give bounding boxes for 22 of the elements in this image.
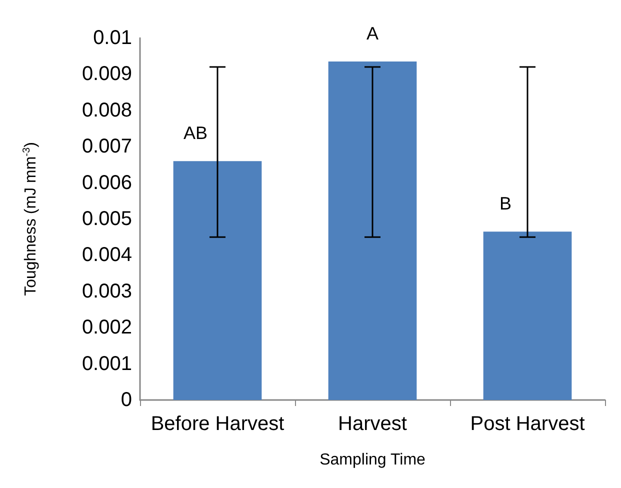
y-tick-label: 0.009: [82, 63, 132, 86]
y-tick-label: 0.01: [93, 27, 132, 49]
y-tick-label: 0.007: [82, 136, 132, 158]
x-tick-label: Post Harvest: [470, 413, 586, 435]
y-tick-label: 0: [120, 389, 132, 411]
y-tick-label: 0.006: [82, 172, 132, 194]
x-axis-title: Sampling Time: [320, 452, 426, 468]
annotation: B: [499, 194, 512, 214]
bar: [483, 232, 572, 400]
y-tick-label: 0.005: [82, 208, 132, 230]
x-tick-label: Harvest: [338, 413, 408, 435]
y-tick-label: 0.004: [82, 244, 132, 266]
y-tick-label: 0.003: [82, 280, 132, 302]
annotation: AB: [183, 123, 208, 144]
bar: [173, 161, 262, 400]
y-tick-label: 0.001: [82, 352, 132, 375]
bar: [328, 62, 417, 400]
annotation: A: [366, 24, 379, 44]
y-tick-label: 0.002: [82, 316, 132, 339]
x-tick-label: Before Harvest: [150, 413, 285, 435]
y-tick-label: 0.008: [82, 99, 132, 122]
y-axis-title: Toughness (mJ mm-3): [22, 142, 40, 296]
